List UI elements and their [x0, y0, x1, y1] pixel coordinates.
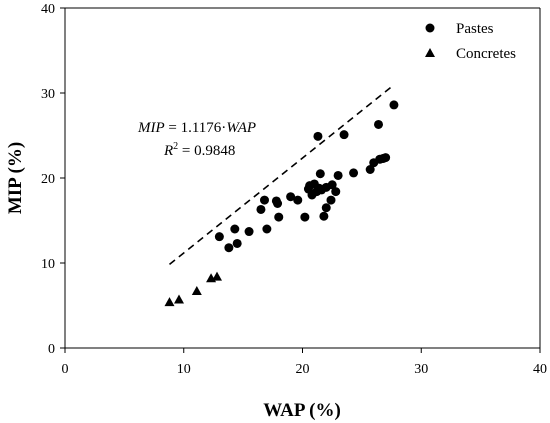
point-pastes [389, 100, 399, 110]
point-pastes [260, 195, 269, 205]
data-points [164, 100, 399, 307]
point-pastes [333, 170, 343, 180]
x-ticks: 0 10 20 30 40 [62, 348, 547, 377]
x-tick-label: 20 [296, 362, 310, 377]
trendline-group [169, 84, 395, 266]
point-pastes [286, 192, 296, 202]
point-pastes [365, 165, 375, 174]
legend-marker-concretes [425, 48, 435, 57]
legend-marker-pastes [425, 23, 435, 33]
point-pastes [313, 131, 323, 141]
point-pastes [230, 224, 240, 234]
point-pastes [300, 212, 310, 222]
point-pastes [256, 204, 266, 214]
point-pastes [327, 180, 337, 190]
legend-label-pastes: Pastes [456, 21, 494, 37]
point-concretes [212, 271, 222, 281]
legend: Pastes Concretes [425, 21, 516, 62]
point-concretes [174, 294, 184, 304]
y-tick-label: 0 [48, 342, 55, 357]
y-tick-label: 20 [41, 172, 55, 187]
point-pastes [262, 224, 272, 234]
point-pastes [224, 243, 234, 253]
equation-line-2: R2 = 0.9848 [163, 141, 235, 159]
y-axis-title: MIP (%) [5, 142, 26, 214]
equation-lhs: MIP [137, 120, 165, 136]
x-tick-label: 40 [533, 362, 547, 377]
x-tick-label: 0 [62, 362, 69, 377]
point-pastes [315, 169, 325, 179]
point-pastes [273, 199, 283, 208]
r-squared-superscript: 2 [173, 141, 178, 152]
regression-equation: MIP = 1.1176·WAP R2 = 0.9848 [137, 120, 256, 159]
point-pastes [232, 238, 242, 248]
point-pastes [214, 232, 224, 242]
point-pastes [381, 153, 391, 163]
point-concretes [191, 286, 202, 296]
point-pastes [293, 195, 303, 205]
y-ticks: 0 10 20 30 40 [41, 2, 65, 357]
x-tick-label: 30 [414, 362, 428, 377]
x-axis-title: WAP (%) [263, 400, 341, 421]
point-pastes [339, 130, 349, 140]
y-tick-label: 40 [41, 2, 55, 17]
point-pastes [331, 187, 341, 197]
r-squared-value: = 0.9848 [178, 143, 235, 159]
point-pastes [326, 195, 336, 205]
equation-line-1: MIP = 1.1176·WAP [137, 120, 256, 136]
equation-rhs: WAP [226, 120, 256, 136]
r-squared-symbol: R [163, 143, 173, 159]
point-pastes [319, 211, 329, 221]
point-pastes [349, 168, 359, 178]
x-tick-label: 10 [177, 362, 191, 377]
point-concretes [164, 297, 175, 307]
y-tick-label: 10 [41, 257, 55, 272]
point-pastes [321, 203, 331, 213]
point-pastes [244, 227, 254, 237]
point-pastes [274, 212, 284, 222]
trendline [169, 84, 395, 266]
legend-label-concretes: Concretes [456, 46, 516, 62]
y-tick-label: 30 [41, 87, 55, 102]
equation-coefficient: = 1.1176· [165, 120, 227, 136]
point-pastes [374, 119, 383, 129]
